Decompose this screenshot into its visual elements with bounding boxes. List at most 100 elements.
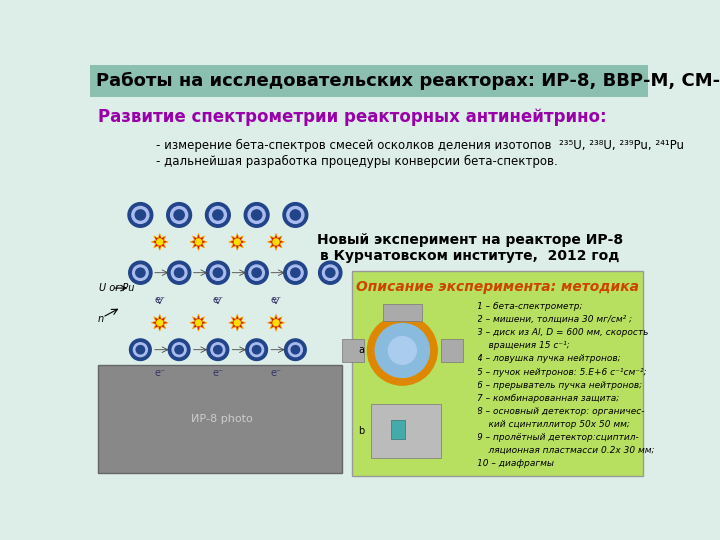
Circle shape <box>251 210 262 220</box>
Circle shape <box>253 346 261 354</box>
Bar <box>98 365 342 473</box>
Bar <box>90 65 648 97</box>
Circle shape <box>214 346 222 354</box>
Circle shape <box>284 339 306 361</box>
Bar <box>391 420 405 439</box>
Text: U or Pu: U or Pu <box>99 283 135 293</box>
Circle shape <box>290 210 300 220</box>
Text: e⁻: e⁻ <box>154 295 166 305</box>
Circle shape <box>171 265 187 280</box>
Circle shape <box>171 206 188 224</box>
Text: 1 – бета-спектрометр;: 1 – бета-спектрометр; <box>477 302 582 311</box>
Circle shape <box>248 206 265 224</box>
Circle shape <box>157 239 163 245</box>
Text: a: a <box>358 346 364 355</box>
Circle shape <box>136 346 145 354</box>
Text: 2 – мишени, толщина 30 мг/см² ;: 2 – мишени, толщина 30 мг/см² ; <box>477 315 632 324</box>
Text: n: n <box>98 314 104 324</box>
Text: 10 – диафрагмы: 10 – диафрагмы <box>477 459 554 468</box>
Circle shape <box>211 343 225 356</box>
Circle shape <box>210 265 225 280</box>
Circle shape <box>172 343 186 356</box>
Text: 3 – диск из Al, D = 600 мм, скорость: 3 – диск из Al, D = 600 мм, скорость <box>477 328 649 338</box>
Circle shape <box>319 261 342 284</box>
Circle shape <box>323 265 338 280</box>
Text: Новый эксперимент на реакторе ИР-8: Новый эксперимент на реакторе ИР-8 <box>317 233 623 247</box>
Text: 9 – пролётный детектор:сциптил-: 9 – пролётный детектор:сциптил- <box>477 433 639 442</box>
Polygon shape <box>229 233 246 251</box>
Text: e⁻: e⁻ <box>271 295 282 305</box>
Circle shape <box>245 261 269 284</box>
Circle shape <box>175 346 184 354</box>
Text: 6 – прерыватель пучка нейтронов;: 6 – прерыватель пучка нейтронов; <box>477 381 642 390</box>
Text: b: b <box>358 426 364 436</box>
Bar <box>352 271 644 476</box>
Bar <box>372 404 441 458</box>
Circle shape <box>273 320 279 326</box>
Text: e⁻: e⁻ <box>271 368 282 378</box>
Circle shape <box>130 339 151 361</box>
Circle shape <box>213 210 223 220</box>
Circle shape <box>132 206 149 224</box>
Circle shape <box>196 239 202 245</box>
Text: вращения 15 с⁻¹;: вращения 15 с⁻¹; <box>477 341 570 350</box>
Text: 4 – ловушка пучка нейтронов;: 4 – ловушка пучка нейтронов; <box>477 354 621 363</box>
Circle shape <box>289 343 302 356</box>
Circle shape <box>252 268 261 278</box>
Circle shape <box>174 268 184 278</box>
Text: Работы на исследовательских реакторах: ИР-8, ВВР-М, СМ-3, ПИК: Работы на исследовательских реакторах: И… <box>96 72 720 90</box>
Circle shape <box>167 202 192 227</box>
Circle shape <box>206 261 230 284</box>
Text: 8 – основный детектор: органичес-: 8 – основный детектор: органичес- <box>477 407 644 416</box>
Bar <box>383 304 422 321</box>
Circle shape <box>196 320 202 326</box>
Circle shape <box>249 265 264 280</box>
Circle shape <box>325 268 335 278</box>
Polygon shape <box>151 233 168 251</box>
Circle shape <box>375 323 429 377</box>
Circle shape <box>135 210 145 220</box>
Text: e⁻: e⁻ <box>212 368 223 378</box>
Polygon shape <box>229 314 246 331</box>
Circle shape <box>291 268 300 278</box>
Bar <box>356 300 478 471</box>
Circle shape <box>133 343 148 356</box>
Polygon shape <box>190 233 207 251</box>
Circle shape <box>250 343 264 356</box>
Circle shape <box>273 239 279 245</box>
Circle shape <box>287 206 304 224</box>
Circle shape <box>234 320 240 326</box>
Circle shape <box>207 339 229 361</box>
Polygon shape <box>267 314 284 331</box>
Circle shape <box>284 261 307 284</box>
Text: e⁻: e⁻ <box>212 295 223 305</box>
Text: Описание эксперимента: методика: Описание эксперимента: методика <box>356 280 639 294</box>
Circle shape <box>367 316 437 385</box>
Circle shape <box>246 339 267 361</box>
Text: ляционная пластмасси 0.2х 30 мм;: ляционная пластмасси 0.2х 30 мм; <box>477 446 654 455</box>
Polygon shape <box>151 314 168 331</box>
Text: в Курчатовском институте,  2012 год: в Курчатовском институте, 2012 год <box>320 249 619 263</box>
Text: - измерение бета-спектров смесей осколков деления изотопов  ²³⁵U, ²³⁸U, ²³⁹Pu, ²: - измерение бета-спектров смесей осколко… <box>156 139 684 152</box>
Circle shape <box>287 265 303 280</box>
Circle shape <box>234 239 240 245</box>
Circle shape <box>129 261 152 284</box>
Text: кий сцинтиллитор 50х 50 мм;: кий сцинтиллитор 50х 50 мм; <box>477 420 630 429</box>
Circle shape <box>128 202 153 227</box>
Circle shape <box>205 202 230 227</box>
Text: e⁻: e⁻ <box>154 368 166 378</box>
Bar <box>98 171 350 367</box>
Circle shape <box>291 346 300 354</box>
Circle shape <box>168 261 191 284</box>
Bar <box>342 339 364 362</box>
Circle shape <box>168 339 190 361</box>
Circle shape <box>213 268 222 278</box>
Circle shape <box>244 202 269 227</box>
Circle shape <box>283 202 307 227</box>
Circle shape <box>132 265 148 280</box>
Circle shape <box>157 320 163 326</box>
Polygon shape <box>267 233 284 251</box>
Bar <box>441 339 463 362</box>
Text: 5 – пучок нейтронов: 5.Е+6 с⁻¹см⁻²;: 5 – пучок нейтронов: 5.Е+6 с⁻¹см⁻²; <box>477 368 647 376</box>
Text: ИР-8 photo: ИР-8 photo <box>191 414 253 424</box>
